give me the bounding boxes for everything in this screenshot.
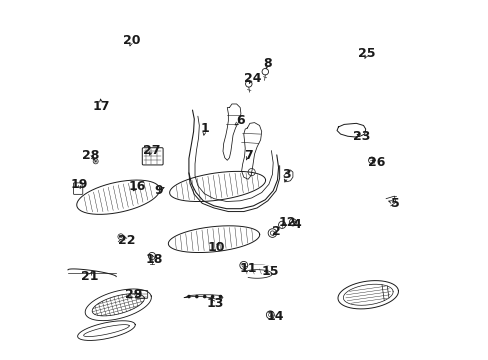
Text: 3: 3: [282, 168, 290, 181]
Text: 10: 10: [207, 241, 225, 254]
Text: 6: 6: [235, 114, 244, 127]
Circle shape: [195, 296, 198, 298]
Text: 14: 14: [265, 310, 283, 324]
Text: 19: 19: [71, 178, 88, 191]
Text: 24: 24: [243, 72, 261, 85]
Text: 17: 17: [93, 100, 110, 113]
Text: 11: 11: [239, 262, 256, 275]
Text: 21: 21: [81, 270, 98, 283]
Text: 20: 20: [122, 34, 140, 48]
Text: 2: 2: [272, 225, 281, 238]
Circle shape: [187, 296, 190, 298]
Text: 25: 25: [358, 47, 375, 60]
Text: 12: 12: [278, 216, 296, 229]
Text: 23: 23: [353, 130, 370, 143]
Circle shape: [203, 296, 205, 298]
Text: 5: 5: [390, 197, 399, 210]
Text: 4: 4: [291, 218, 300, 231]
Text: 13: 13: [206, 297, 224, 310]
Text: 29: 29: [125, 288, 142, 301]
Text: 28: 28: [82, 149, 100, 162]
Text: 8: 8: [263, 57, 271, 70]
Text: 16: 16: [128, 180, 145, 193]
Text: 9: 9: [154, 184, 163, 197]
Text: 26: 26: [367, 156, 385, 169]
Circle shape: [219, 296, 221, 298]
Circle shape: [211, 296, 213, 298]
Text: 15: 15: [261, 265, 279, 278]
Text: 18: 18: [145, 253, 163, 266]
Text: 22: 22: [118, 234, 135, 247]
Text: 1: 1: [200, 122, 209, 135]
Text: 7: 7: [243, 149, 252, 162]
Text: 27: 27: [142, 144, 160, 157]
